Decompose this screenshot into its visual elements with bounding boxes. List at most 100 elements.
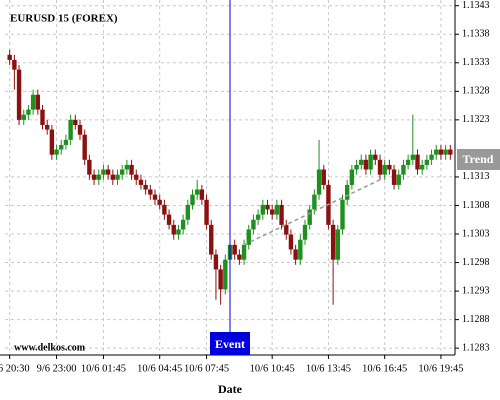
chart-title: EURUSD 15 (FOREX) bbox=[10, 13, 118, 25]
candle-body bbox=[143, 184, 148, 190]
y-tick-label: 1.1308 bbox=[462, 200, 490, 211]
candle-body bbox=[265, 204, 270, 210]
candle-body bbox=[359, 159, 364, 165]
candle-body bbox=[363, 159, 369, 170]
y-tick-label: 1.1298 bbox=[462, 257, 490, 268]
candle-body bbox=[396, 174, 401, 185]
candle-body bbox=[269, 209, 275, 215]
candle-body bbox=[223, 259, 228, 290]
candle-body bbox=[148, 189, 153, 195]
candle-body bbox=[110, 174, 116, 180]
x-tick-label: 10/6 01:45 bbox=[81, 363, 126, 374]
candle-body bbox=[68, 119, 73, 140]
candle-body bbox=[12, 59, 17, 70]
candle-body bbox=[340, 199, 345, 230]
y-tick-label: 1.1328 bbox=[462, 86, 490, 97]
x-tick-label: 9/6 20:30 bbox=[0, 363, 30, 374]
candle-body bbox=[335, 229, 341, 260]
candle-body bbox=[443, 149, 448, 155]
candle-body bbox=[298, 239, 303, 260]
x-tick-label: 10/6 07:45 bbox=[184, 363, 229, 374]
candle-body bbox=[213, 254, 219, 270]
candle-body bbox=[312, 194, 317, 210]
y-tick-label: 1.1343 bbox=[462, 0, 490, 11]
candle-body bbox=[115, 174, 120, 180]
candle-body bbox=[166, 214, 172, 225]
candle-body bbox=[284, 224, 289, 235]
candle-body bbox=[382, 164, 387, 175]
candle-body bbox=[424, 159, 430, 165]
candle-body bbox=[194, 189, 200, 195]
y-tick-label: 1.1283 bbox=[462, 342, 490, 353]
candle-body bbox=[176, 229, 181, 235]
x-tick-label: 10/6 10:45 bbox=[250, 363, 295, 374]
candle-body bbox=[368, 154, 373, 170]
candle-body bbox=[40, 109, 45, 125]
candle-body bbox=[35, 94, 41, 110]
candle-body bbox=[7, 54, 12, 60]
candle-body bbox=[59, 144, 64, 150]
candle-body bbox=[344, 184, 350, 200]
candle-body bbox=[199, 189, 205, 200]
candle-body bbox=[288, 234, 294, 250]
candle-body bbox=[77, 124, 83, 135]
candle-body bbox=[204, 199, 209, 225]
candle-body bbox=[237, 254, 242, 260]
candle-body bbox=[138, 179, 144, 185]
candle-body bbox=[401, 164, 406, 175]
candle-body bbox=[387, 164, 392, 170]
y-tick-label: 1.1313 bbox=[462, 171, 490, 182]
candle-body bbox=[354, 164, 359, 170]
x-tick-label: 10/6 16:45 bbox=[362, 363, 407, 374]
y-tick-label: 1.1303 bbox=[462, 228, 490, 239]
candle-body bbox=[185, 204, 191, 220]
candle-body bbox=[44, 124, 50, 130]
candle-body bbox=[190, 194, 195, 205]
candle-body bbox=[180, 219, 186, 230]
candle-body bbox=[63, 139, 69, 145]
watermark: www.delkos.com bbox=[14, 342, 86, 353]
candle-body bbox=[232, 244, 237, 255]
candle-body bbox=[260, 204, 266, 215]
y-tick-label: 1.1293 bbox=[462, 285, 490, 296]
candle-body bbox=[16, 69, 22, 120]
candle-body bbox=[87, 159, 92, 175]
candle-body bbox=[129, 164, 134, 175]
y-tick-label: 1.1323 bbox=[462, 114, 490, 125]
candle-body bbox=[419, 164, 425, 170]
candle-body bbox=[54, 149, 59, 155]
x-tick-label: 9/6 23:00 bbox=[37, 363, 77, 374]
candle-body bbox=[134, 174, 139, 180]
candle-body bbox=[307, 209, 312, 225]
candle-body bbox=[96, 174, 101, 180]
candle-body bbox=[241, 244, 247, 260]
candle-body bbox=[49, 129, 55, 155]
candle-body bbox=[105, 169, 111, 175]
candle-body bbox=[255, 214, 261, 220]
y-tick-label: 1.1338 bbox=[462, 29, 490, 40]
candle-body bbox=[373, 154, 378, 160]
candle-body bbox=[246, 229, 251, 245]
candle-body bbox=[218, 269, 223, 290]
candle-body bbox=[391, 169, 397, 185]
candle-body bbox=[274, 204, 280, 215]
candle-body bbox=[415, 154, 420, 170]
event-label: Event bbox=[215, 337, 245, 351]
candle-body bbox=[30, 94, 36, 110]
candle-body bbox=[279, 204, 284, 225]
y-tick-label: 1.1288 bbox=[462, 314, 490, 325]
candle-body bbox=[377, 159, 383, 175]
x-tick-label: 10/6 13:45 bbox=[306, 363, 351, 374]
candle-body bbox=[410, 154, 416, 160]
candle-body bbox=[82, 134, 87, 160]
candle-body bbox=[434, 149, 439, 155]
candle-body bbox=[21, 114, 26, 120]
x-tick-label: 10/6 04:45 bbox=[137, 363, 182, 374]
candle-body bbox=[448, 149, 453, 155]
candle-body bbox=[405, 159, 411, 165]
x-axis-title: Date bbox=[218, 382, 243, 396]
trend-label-box bbox=[457, 149, 500, 170]
candle-body bbox=[316, 169, 322, 195]
candle-body bbox=[429, 154, 434, 160]
candle-body bbox=[330, 224, 336, 260]
